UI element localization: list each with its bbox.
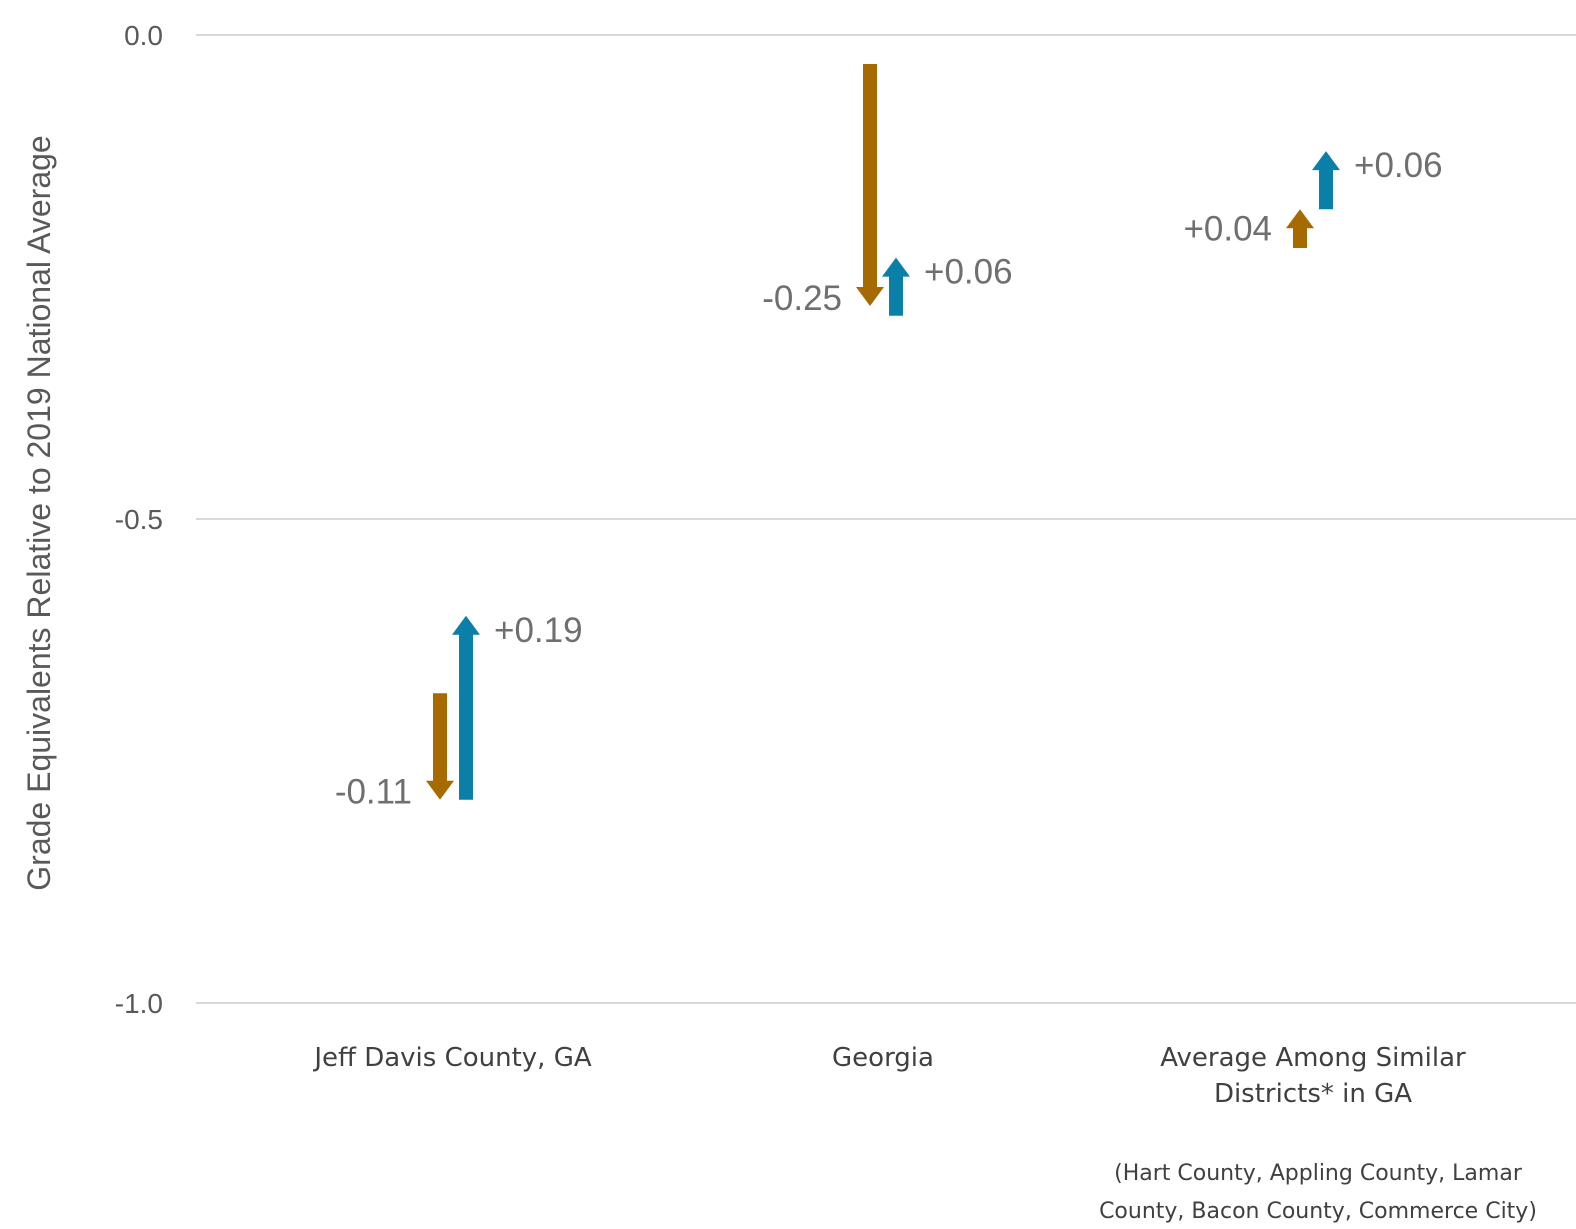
- second-change-arrow: [882, 257, 910, 316]
- second-change-arrow: [452, 615, 480, 800]
- y-tick-label: -1.0: [115, 988, 163, 1019]
- data-labels: -0.11 +0.19 -0.25 +0.06 +0.04 +0.06: [335, 146, 1443, 812]
- footnote-line: County, Bacon County, Commerce City): [1099, 1199, 1537, 1224]
- first-change-arrow: [856, 64, 884, 307]
- footnote: (Hart County, Appling County, Lamar Count…: [1099, 1161, 1537, 1224]
- data-label: +0.19: [494, 611, 583, 650]
- category-label: Districts* in GA: [1214, 1079, 1412, 1109]
- y-tick-label: 0.0: [124, 20, 163, 51]
- data-label: +0.06: [924, 253, 1013, 292]
- data-label: -0.11: [335, 773, 412, 812]
- arrows: [426, 64, 1340, 800]
- data-label: +0.04: [1183, 210, 1272, 249]
- y-axis-ticks: 0.0 -0.5 -1.0: [115, 20, 163, 1019]
- second-change-arrow: [1312, 151, 1340, 210]
- first-change-arrow: [426, 693, 454, 800]
- category-label: Georgia: [832, 1043, 934, 1073]
- footnote-line: (Hart County, Appling County, Lamar: [1114, 1161, 1523, 1186]
- gridlines: [196, 34, 1576, 1004]
- data-label: +0.06: [1354, 146, 1443, 185]
- y-tick-label: -0.5: [115, 504, 163, 535]
- category-label: Average Among Similar: [1160, 1043, 1466, 1073]
- first-change-arrow: [1286, 209, 1314, 248]
- data-label: -0.25: [762, 279, 842, 318]
- y-axis-label: Grade Equivalents Relative to 2019 Natio…: [21, 135, 57, 890]
- category-label: Jeff Davis County, GA: [312, 1043, 591, 1073]
- category-labels: Jeff Davis County, GA Georgia Average Amon…: [312, 1043, 1466, 1109]
